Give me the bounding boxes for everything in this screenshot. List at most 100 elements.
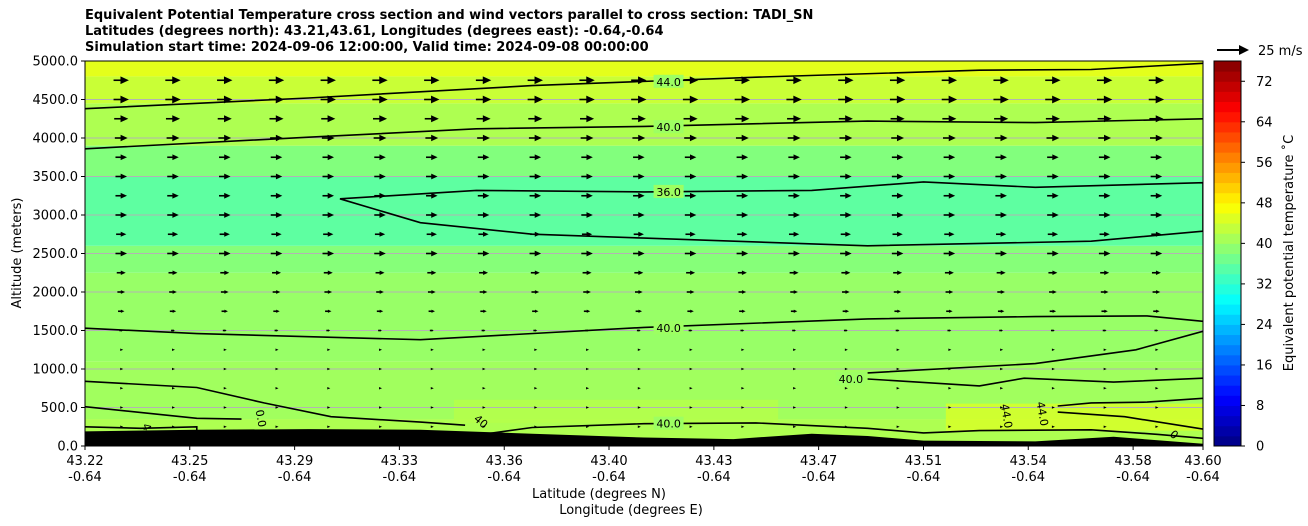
wind-vector bbox=[1156, 290, 1161, 294]
wind-vector bbox=[327, 387, 331, 390]
wind-vector bbox=[327, 95, 336, 104]
colorbar-segment bbox=[1214, 364, 1241, 376]
wind-vector bbox=[327, 192, 335, 199]
colorbar-tick-label: 48 bbox=[1256, 196, 1273, 211]
wind-vector bbox=[896, 406, 900, 409]
theta-contour bbox=[85, 405, 242, 420]
wind-vector bbox=[431, 115, 439, 123]
wind-vector bbox=[1104, 250, 1111, 257]
wind-vector bbox=[275, 115, 284, 123]
colorbar: 0 8 16 24 32 40 48 56 64 72 bbox=[1213, 60, 1273, 455]
theta-band bbox=[85, 145, 1203, 177]
wind-vector bbox=[534, 348, 538, 351]
wind-vector bbox=[689, 348, 693, 351]
x-tick-label-lon: -0.64 bbox=[592, 470, 626, 485]
wind-vector bbox=[1052, 192, 1059, 199]
wind-vector bbox=[638, 134, 646, 142]
wind-vector bbox=[896, 95, 906, 104]
contour-label-bg bbox=[653, 416, 684, 430]
x-axis-label-latitude: Latitude (degrees N) bbox=[532, 487, 666, 502]
wind-vector bbox=[949, 309, 953, 313]
wind-vector bbox=[741, 290, 747, 294]
wind-vector bbox=[845, 154, 852, 161]
wind-vector bbox=[793, 76, 802, 85]
wind-vector bbox=[793, 425, 797, 428]
wind-vector bbox=[1155, 231, 1162, 237]
theta-patch bbox=[453, 399, 779, 423]
wind-vector bbox=[379, 329, 382, 332]
wind-vector bbox=[1000, 192, 1007, 199]
x-tick-label-lat: 43.33 bbox=[381, 454, 418, 469]
wind-vector bbox=[327, 231, 334, 237]
wind-vector bbox=[741, 154, 749, 161]
wind-vector bbox=[1000, 231, 1007, 237]
wind-vector bbox=[1103, 348, 1107, 351]
colorbar-tick-label: 16 bbox=[1256, 358, 1273, 373]
wind-vector bbox=[275, 387, 279, 390]
wind-vector bbox=[482, 173, 490, 180]
wind-vector bbox=[845, 134, 853, 142]
wind-vector bbox=[482, 250, 490, 257]
wind-vector bbox=[741, 212, 749, 218]
wind-vector bbox=[1051, 425, 1055, 428]
wind-vector bbox=[327, 270, 333, 275]
colorbar-frame bbox=[1213, 60, 1242, 447]
wind-vector bbox=[586, 115, 595, 123]
colorbar-segment bbox=[1214, 152, 1241, 163]
wind-vector bbox=[171, 348, 175, 351]
wind-vector bbox=[535, 329, 538, 332]
wind-vector bbox=[897, 173, 904, 180]
colorbar-tick-label: 56 bbox=[1256, 156, 1273, 171]
wind-vector bbox=[845, 76, 854, 85]
theta-contour bbox=[85, 118, 1203, 150]
wind-vector bbox=[431, 76, 440, 85]
wind-vector bbox=[1155, 115, 1164, 123]
wind-vector bbox=[430, 387, 434, 390]
wind-vector bbox=[327, 134, 335, 142]
wind-vector bbox=[275, 173, 283, 180]
wind-vector bbox=[482, 95, 492, 104]
wind-vector bbox=[379, 76, 388, 85]
wind-vector bbox=[1103, 95, 1113, 104]
wind-vector bbox=[1104, 270, 1110, 275]
wind-vector bbox=[223, 425, 227, 428]
wind-vector bbox=[1103, 115, 1112, 123]
wind-vector bbox=[431, 192, 438, 199]
colorbar-segment bbox=[1214, 111, 1241, 123]
wind-vector bbox=[844, 406, 848, 409]
wind-vector bbox=[793, 270, 799, 275]
colorbar-segment bbox=[1214, 344, 1241, 356]
colorbar-tick-label: 40 bbox=[1256, 237, 1273, 252]
wind-vector bbox=[1000, 425, 1004, 428]
colorbar-tick-label: 72 bbox=[1256, 75, 1273, 90]
wind-vector bbox=[275, 76, 285, 85]
wind-vector bbox=[1000, 134, 1008, 142]
colorbar-segment bbox=[1214, 435, 1241, 447]
wind-vector bbox=[534, 425, 538, 428]
wind-vector bbox=[845, 115, 853, 123]
wind-vector bbox=[379, 192, 386, 199]
wind-vector bbox=[741, 348, 745, 351]
wind-vector bbox=[1052, 309, 1057, 313]
colorbar-segment bbox=[1214, 61, 1241, 72]
wind-vector bbox=[638, 173, 645, 180]
wind-vector bbox=[120, 309, 125, 313]
x-tick-label-lat: 43.51 bbox=[905, 454, 942, 469]
y-tick-label: 2500.0 bbox=[33, 247, 79, 262]
colorbar-segment bbox=[1214, 162, 1241, 173]
wind-vector bbox=[534, 192, 542, 199]
wind-vector bbox=[793, 231, 800, 237]
wind-vector bbox=[120, 406, 124, 409]
contour-label-bg bbox=[653, 74, 684, 88]
wind-vector bbox=[223, 406, 227, 409]
wind-vector bbox=[1052, 250, 1059, 257]
wind-vector bbox=[1000, 329, 1004, 332]
x-tick-label-lat: 43.22 bbox=[66, 454, 103, 469]
wind-vector bbox=[845, 329, 848, 332]
wind-vector bbox=[845, 192, 852, 199]
wind-vector bbox=[948, 95, 958, 104]
wind-vector bbox=[586, 425, 590, 428]
wind-vector bbox=[430, 406, 434, 409]
wind-vector bbox=[897, 192, 904, 199]
x-tick-label-lon: -0.64 bbox=[68, 470, 102, 485]
